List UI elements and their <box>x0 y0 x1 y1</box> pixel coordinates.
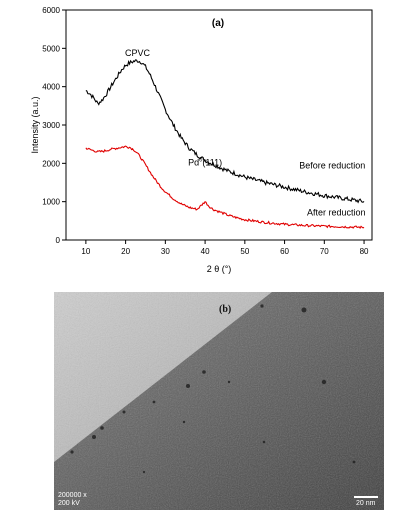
tem-scale-bar <box>354 496 378 498</box>
pd-nanoparticle <box>100 426 104 430</box>
x-tick-label: 10 <box>81 247 90 256</box>
x-tick-label: 20 <box>121 247 130 256</box>
x-axis-label: 2 θ (°) <box>207 264 232 274</box>
annotation-label: CPVC <box>125 48 151 58</box>
pd-nanoparticle <box>142 470 146 474</box>
pd-nanoparticle <box>262 440 266 444</box>
pd-nanoparticle <box>227 380 231 384</box>
pd-nanoparticle <box>152 400 156 404</box>
plot-frame <box>65 9 373 241</box>
y-tick-label: 6000 <box>42 6 60 15</box>
pd-nanoparticle <box>122 410 126 414</box>
tem-particles <box>70 304 356 474</box>
pd-nanoparticle <box>202 370 206 374</box>
x-tick-label: 80 <box>360 247 369 256</box>
tem-voltage: 200 kV <box>58 500 80 507</box>
pd-nanoparticle <box>92 435 96 439</box>
tem-scale-label: 20 nm <box>356 500 376 507</box>
chart-panel-label: (a) <box>212 18 224 29</box>
pd-nanoparticle <box>70 450 74 454</box>
y-tick-label: 2000 <box>42 159 60 168</box>
series-line-after <box>85 145 365 229</box>
pd-nanoparticle <box>301 307 307 313</box>
x-tick-label: 30 <box>161 247 170 256</box>
tem-image <box>54 292 384 510</box>
y-tick-label: 0 <box>56 236 61 245</box>
y-tick-label: 1000 <box>42 198 60 207</box>
annotation-label: Before reduction <box>299 160 365 170</box>
x-tick-label: 40 <box>201 247 210 256</box>
pd-nanoparticle <box>352 460 356 464</box>
xrd-chart: 10 20 30 40 50 60 70 80 0 1000 2000 3000 4000 5000 600… <box>30 6 373 274</box>
annotation-label: After reduction <box>307 207 366 217</box>
tem-micrograph: (b) 200000 x 200 kV 20 nm <box>54 292 384 510</box>
tem-magnification: 200000 x <box>58 492 87 499</box>
x-tick-label: 70 <box>320 247 329 256</box>
pd-nanoparticle <box>260 304 264 308</box>
x-tick-label: 60 <box>280 247 289 256</box>
y-axis-label: Intensity (a.u.) <box>30 96 40 153</box>
annotation-label: Pd0(111) <box>188 157 222 167</box>
pd-nanoparticle <box>321 379 327 385</box>
pd-nanoparticle <box>182 420 186 424</box>
y-tick-label: 4000 <box>42 83 60 92</box>
y-tick-label: 5000 <box>42 44 60 53</box>
series-line-before <box>85 59 365 204</box>
tem-noise <box>54 292 384 510</box>
pd-nanoparticle <box>186 384 190 388</box>
y-tick-label: 3000 <box>42 121 60 130</box>
x-tick-label: 50 <box>240 247 249 256</box>
tem-panel-label: (b) <box>219 304 232 315</box>
